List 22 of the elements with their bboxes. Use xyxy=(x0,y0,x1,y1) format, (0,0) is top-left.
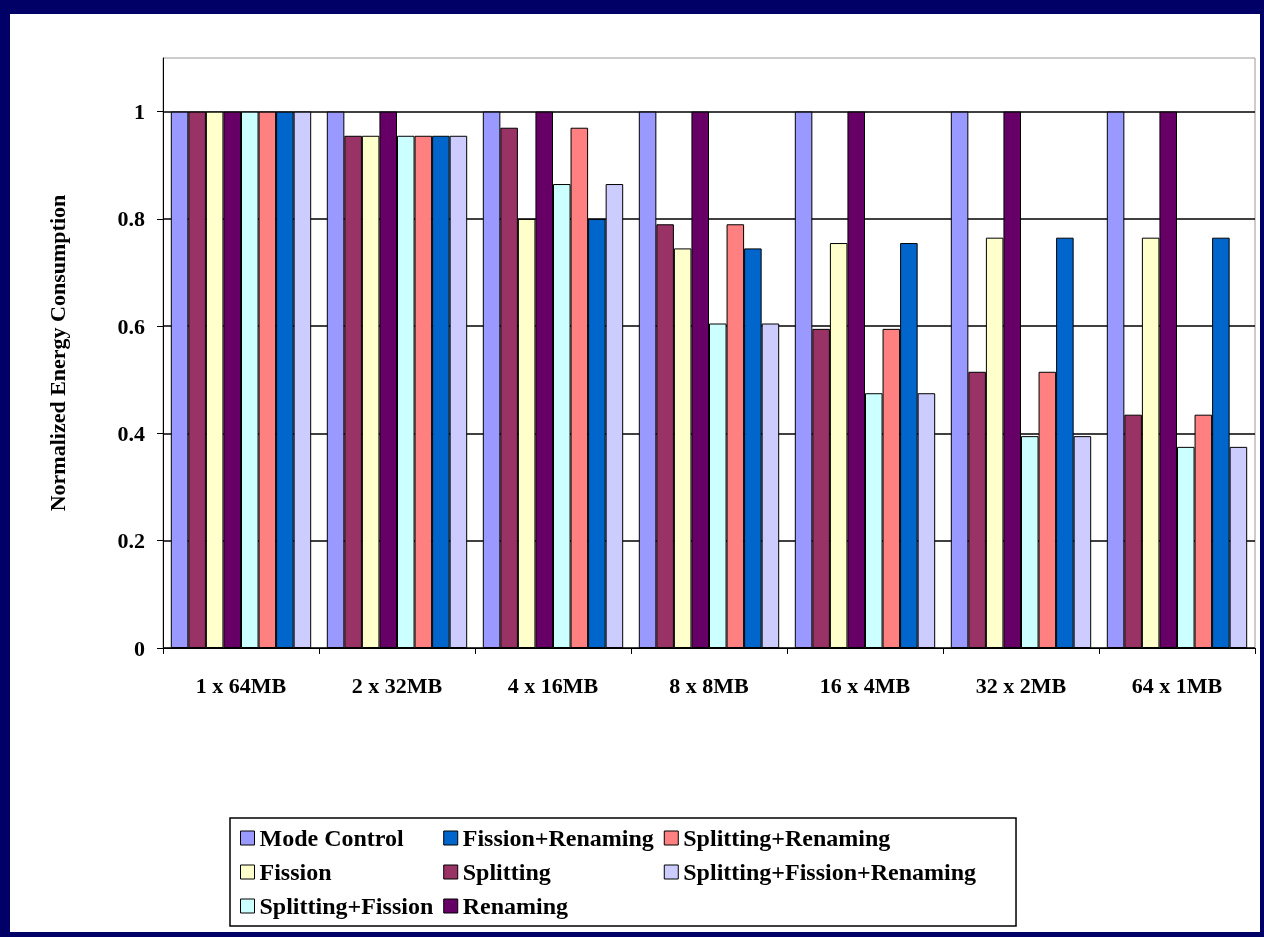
x-tick-label: 4 x 16MB xyxy=(507,672,599,698)
x-tick-label: 8 x 8MB xyxy=(669,672,750,698)
x-tick-label: 16 x 4MB xyxy=(819,672,911,698)
x-tick-label: 1 x 64MB xyxy=(195,672,287,698)
legend-label: Renaming xyxy=(462,893,569,919)
y-tick-label: 0.4 xyxy=(117,420,145,446)
legend-label: Mode Control xyxy=(259,825,405,851)
y-tick-label: 1 xyxy=(134,99,145,125)
x-tick-label: 32 x 2MB xyxy=(975,672,1067,698)
legend-label: Splitting+Fission xyxy=(259,893,434,919)
y-tick-label: 0 xyxy=(134,635,145,661)
legend-label: Fission xyxy=(259,859,332,885)
y-tick-label: 0.2 xyxy=(117,528,145,554)
legend-label: Splitting+Renaming xyxy=(683,825,891,851)
y-tick-label: 0.6 xyxy=(117,313,145,339)
legend-label: Splitting+Fission+Renaming xyxy=(683,859,977,885)
y-tick-label: 0.8 xyxy=(117,206,145,232)
legend-label: Fission+Renaming xyxy=(462,825,654,851)
legend-label: Splitting xyxy=(462,859,551,885)
x-tick-label: 64 x 1MB xyxy=(1131,672,1223,698)
x-tick-label: 2 x 32MB xyxy=(351,672,443,698)
y-axis-title: Normalized Energy Consumption xyxy=(44,194,70,512)
